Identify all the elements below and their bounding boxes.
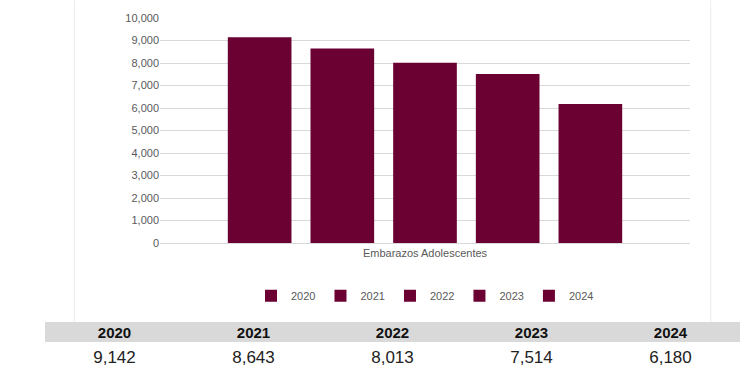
html-text:2024: 2024 [653,323,688,341]
html-text:2022: 2022 [375,323,410,341]
svg-text:8,000: 8,000 [131,57,159,69]
html-text:7,514: 7,514 [510,348,553,367]
svg-text:2021: 2021 [360,290,384,302]
html-text:8,013: 8,013 [371,348,414,367]
svg-text:3,000: 3,000 [131,169,159,181]
svg-text:5,000: 5,000 [131,124,159,136]
svg-text:Embarazos Adolescentes: Embarazos Adolescentes [363,247,488,259]
html-text:2021: 2021 [236,323,271,341]
svg-text:2024: 2024 [569,290,593,302]
svg-text:6,000: 6,000 [131,102,159,114]
svg-text:9,000: 9,000 [131,34,159,46]
html-text:2020: 2020 [97,323,132,341]
svg-text:1,000: 1,000 [131,214,159,226]
html-text:9,142: 9,142 [93,348,136,367]
svg-text:2022: 2022 [430,290,454,302]
html-text:2023: 2023 [514,323,549,341]
svg-text:0: 0 [153,237,159,249]
html-text:8,643: 8,643 [232,348,275,367]
svg-text:7,000: 7,000 [131,79,159,91]
svg-text:10,000: 10,000 [125,12,159,24]
svg-text:2,000: 2,000 [131,192,159,204]
svg-text:4,000: 4,000 [131,147,159,159]
svg-text:2023: 2023 [499,290,523,302]
html-text:6,180: 6,180 [649,348,692,367]
svg-text:2020: 2020 [291,290,315,302]
